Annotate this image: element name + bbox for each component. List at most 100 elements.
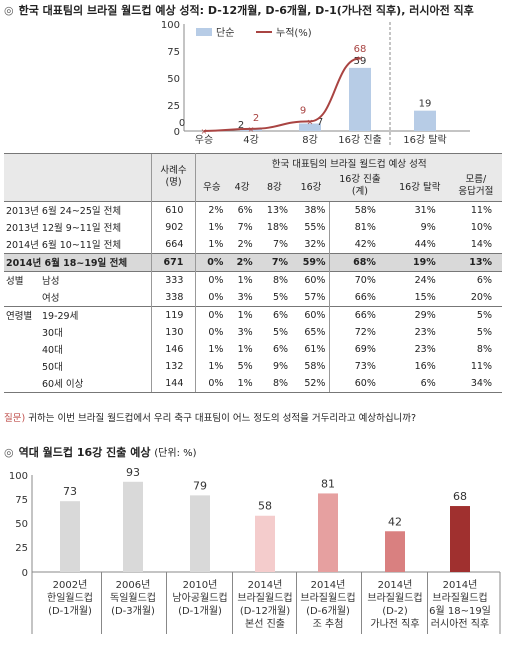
chart2-bar-label: 81	[321, 477, 335, 490]
table-row: 2013년 6월 24~25일 전체 610 2% 6% 13% 38% 58% 31% 11%	[4, 200, 502, 219]
chart2-xlabel: 2014년	[378, 579, 413, 591]
legend-cum-label: 누적(%)	[276, 27, 312, 39]
chart1-cum-marker: ×	[201, 127, 208, 136]
chart1-bar	[414, 110, 436, 131]
table-cell: 61%	[304, 343, 326, 355]
table-cell: 23%	[414, 326, 436, 338]
chart2-bar-label: 42	[388, 515, 402, 528]
chart2-xlabel: (D-1개월)	[48, 605, 92, 617]
table-cell: 0%	[195, 270, 228, 289]
table-cell: 31%	[389, 200, 450, 219]
table-cell: 14%	[470, 238, 492, 250]
chart1-xlabel: 16강 탈락	[403, 133, 447, 146]
chart1-xlabel: 16강 진출	[338, 134, 382, 146]
chart1-cum-label: 2	[253, 113, 259, 124]
chart1-bar-label: 7	[317, 117, 323, 128]
chart2-xlabels: 2002년한일월드컵(D-1개월)2006년독일월드컵(D-3개월)2010년남…	[31, 572, 501, 634]
chart2-bar	[318, 493, 338, 572]
row-n: 338	[150, 288, 197, 306]
table-row: 60세 이상 144 0% 1% 8% 52% 60% 6% 34%	[4, 374, 502, 393]
row-group: 2014년 6월 10~11일 전체	[6, 240, 122, 251]
table-header-n: 사례수 (명)	[150, 153, 197, 201]
table-cell: 3%	[237, 326, 253, 338]
table-cell: 55%	[304, 221, 326, 233]
row-group	[4, 324, 40, 341]
row-group: 2013년 12월 9~11일 전체	[6, 223, 122, 234]
table-cell: 6%	[449, 270, 502, 289]
table-cell: 11%	[470, 360, 492, 372]
row-n: 119	[150, 305, 197, 324]
chart1-ytick: 75	[167, 47, 180, 58]
section2-title-text: 역대 월드컵 16강 진출 예상	[18, 446, 151, 459]
question-body: 귀하는 이번 브라질 월드컵에서 우리 축구 대표팀이 어느 정도의 성적을 거…	[28, 413, 417, 424]
table-cell: 72%	[329, 323, 390, 341]
row-label: 여성	[42, 293, 60, 304]
table-row: 여성 338 0% 3% 5% 57% 66% 15% 20%	[4, 288, 502, 306]
section2-title: ◎ 역대 월드컵 16강 진출 예상 (단위: %)	[4, 444, 197, 460]
col-header: 모름/응답거절	[449, 171, 502, 201]
table-cell: 1%	[208, 343, 224, 355]
chart2-xlabel: 본선 진출	[245, 618, 285, 630]
table-cell: 32%	[304, 238, 326, 250]
chart1-bar-label: 2	[238, 120, 244, 131]
row-group: 성별	[4, 270, 40, 289]
chart1-legend: 단순 누적(%)	[196, 27, 312, 39]
chart2-xlabel: (D-3개월)	[111, 605, 155, 617]
header-n-line1: 사례수	[160, 165, 187, 177]
chart2-bar	[123, 481, 143, 572]
chart2-xlabel: 조 추첨	[313, 618, 344, 630]
chart1-xlabel: 4강	[243, 134, 259, 146]
row-group	[4, 341, 40, 358]
table-cell: 23%	[414, 343, 436, 355]
table-cell: 60%	[329, 374, 390, 393]
chart1-bars: 0 2 7 59 19	[179, 56, 436, 131]
table-row: 2014년 6월 10~11일 전체 664 1% 2% 7% 32% 42% 44% 14%	[4, 235, 502, 253]
section1-title: ◎ 한국 대표팀의 브라질 월드컵 예상 성적: D-12개월, D-6개월, D…	[4, 2, 474, 18]
table-cell: 13%	[256, 200, 293, 219]
row-n: 333	[150, 270, 197, 289]
legend-swatch-simple	[196, 28, 212, 36]
table-cell: 59%	[292, 252, 330, 271]
table-row: 30대 130 0% 3% 5% 65% 72% 23% 5%	[4, 323, 502, 341]
table-cell: 5%	[237, 360, 253, 372]
chart2-xlabel: 6월 18~19일	[429, 605, 491, 617]
row-group: 연령별	[4, 305, 40, 324]
chart1-cum-label: 9	[300, 105, 306, 116]
table-cell: 2%	[227, 252, 257, 271]
table-cell: 44%	[414, 238, 436, 250]
row-label: 19-29세	[40, 305, 152, 324]
chart2-bar-label: 79	[193, 479, 207, 492]
chart2-ytick: 100	[9, 471, 28, 482]
chart1-ytick: 25	[167, 101, 180, 112]
table-cell: 70%	[329, 270, 390, 289]
chart2-xlabel: 브라질월드컵	[300, 591, 355, 604]
legend-simple-label: 단순	[216, 27, 234, 39]
table-cell: 13%	[449, 252, 502, 271]
table-cell: 19%	[389, 252, 450, 271]
row-group: 2014년 6월 18~19일 전체	[4, 252, 152, 271]
chart2-bar	[60, 501, 80, 572]
table-cell: 7%	[256, 252, 293, 271]
chart1-bar-label: 0	[179, 118, 185, 129]
chart2-ytick: 25	[15, 543, 28, 554]
chart1-ytick: 50	[167, 74, 180, 85]
table-cell: 0%	[195, 374, 228, 393]
chart2-xlabel: 2014년	[248, 579, 283, 591]
header-n-line2: (명)	[165, 177, 182, 189]
table-cell: 8%	[256, 374, 293, 393]
table-row: 50대 132 1% 5% 9% 58% 73% 16% 11%	[4, 357, 502, 375]
table-cell: 68%	[329, 252, 390, 271]
chart2-xlabel: (D-1개월)	[178, 605, 222, 617]
chart2-bar	[450, 506, 470, 572]
table-cell: 0%	[195, 305, 228, 324]
table-cell: 0%	[195, 252, 228, 271]
table-cell: 2%	[237, 238, 253, 250]
chart2-xlabel: (D-12개월)	[240, 605, 290, 617]
chart1-cum-marker: ×	[248, 125, 255, 134]
chart1-cum-marker: ×	[307, 117, 314, 126]
table-cell: 11%	[449, 200, 502, 219]
table-cell: 66%	[329, 305, 390, 324]
table-cell: 1%	[237, 343, 253, 355]
table-cell: 6%	[389, 374, 450, 393]
